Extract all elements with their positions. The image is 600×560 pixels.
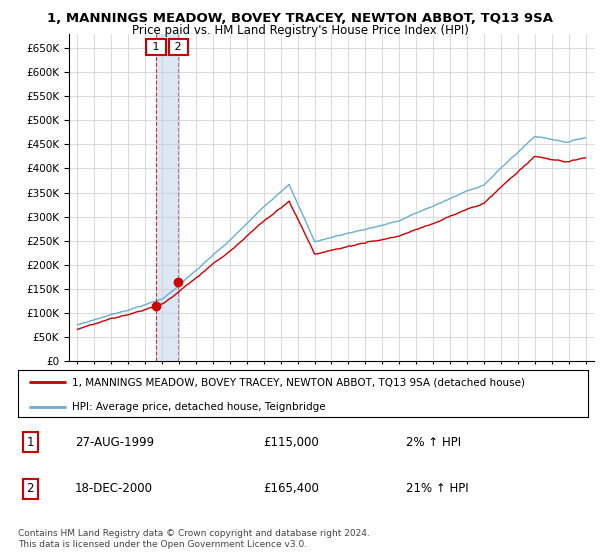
Text: 21% ↑ HPI: 21% ↑ HPI [406, 482, 468, 495]
Text: Price paid vs. HM Land Registry's House Price Index (HPI): Price paid vs. HM Land Registry's House … [131, 24, 469, 37]
Text: £165,400: £165,400 [263, 482, 319, 495]
Text: 2% ↑ HPI: 2% ↑ HPI [406, 436, 461, 449]
Text: 2: 2 [26, 482, 34, 495]
Text: Contains HM Land Registry data © Crown copyright and database right 2024.
This d: Contains HM Land Registry data © Crown c… [18, 529, 370, 549]
Text: £115,000: £115,000 [263, 436, 319, 449]
Text: 1, MANNINGS MEADOW, BOVEY TRACEY, NEWTON ABBOT, TQ13 9SA: 1, MANNINGS MEADOW, BOVEY TRACEY, NEWTON… [47, 12, 553, 25]
Bar [156, 34, 178, 361]
Text: 1: 1 [149, 42, 163, 52]
Text: 18-DEC-2000: 18-DEC-2000 [75, 482, 153, 495]
Text: 1, MANNINGS MEADOW, BOVEY TRACEY, NEWTON ABBOT, TQ13 9SA (detached house): 1, MANNINGS MEADOW, BOVEY TRACEY, NEWTON… [72, 377, 525, 388]
Text: 27-AUG-1999: 27-AUG-1999 [75, 436, 154, 449]
Text: 1: 1 [26, 436, 34, 449]
Text: 2: 2 [172, 42, 185, 52]
Text: HPI: Average price, detached house, Teignbridge: HPI: Average price, detached house, Teig… [72, 402, 326, 412]
